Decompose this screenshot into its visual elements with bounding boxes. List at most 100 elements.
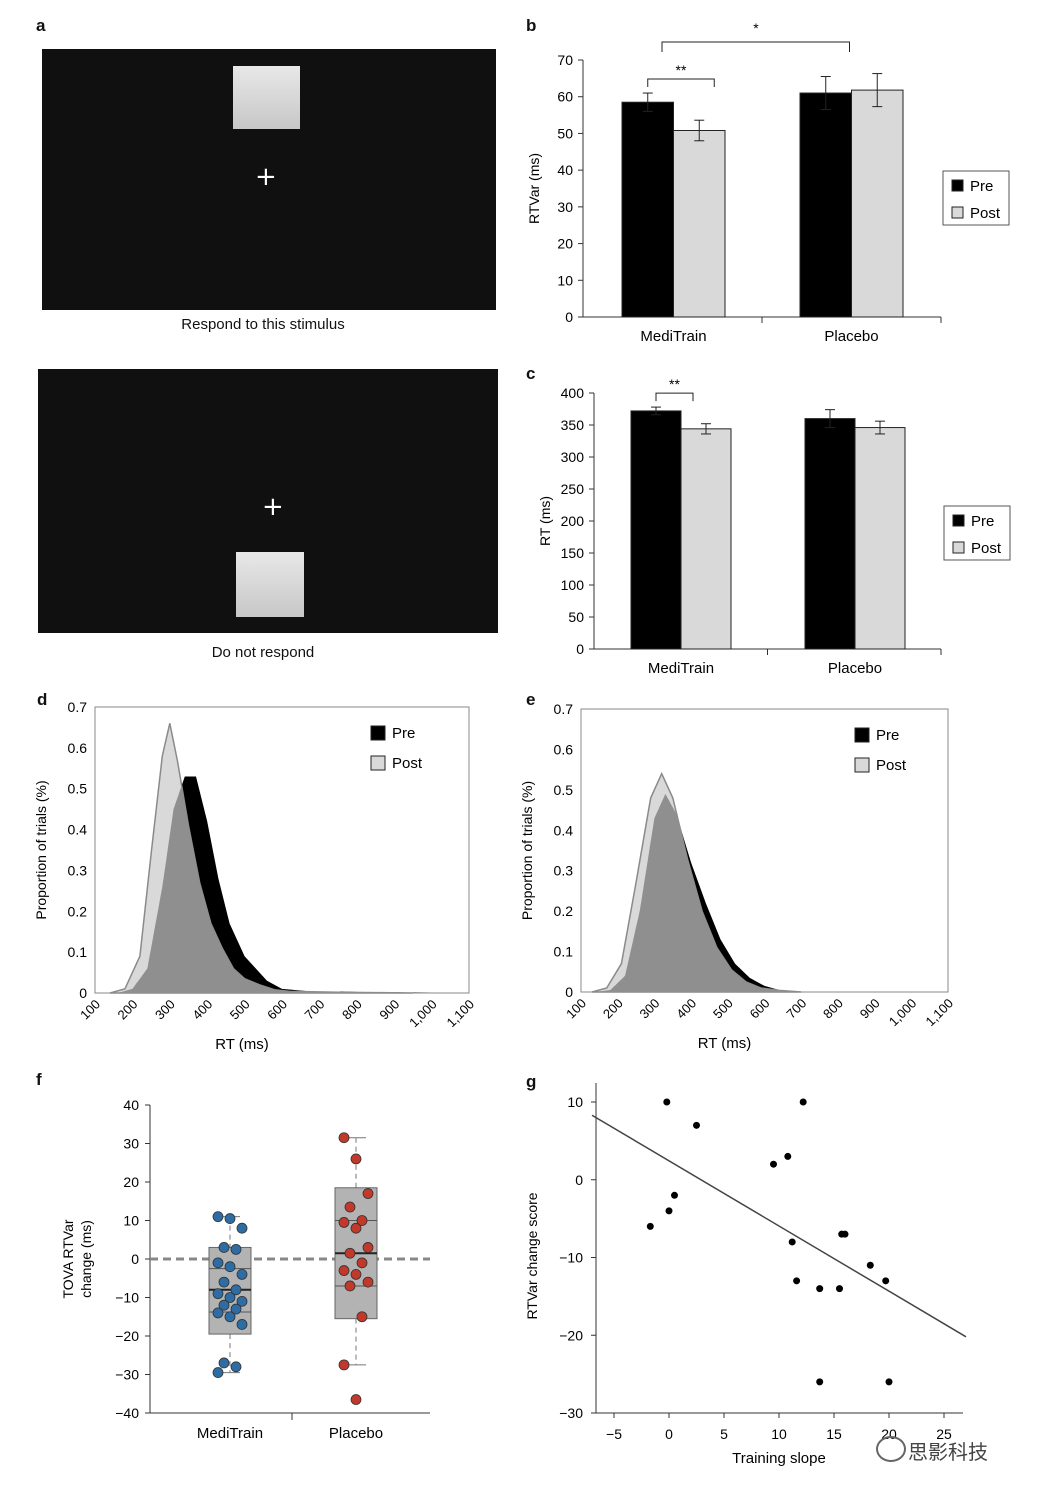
caption-no-respond: Do not respond [211,644,315,661]
y-tick-label: 0.3 [68,862,88,878]
x-axis-label: RT (ms) [215,1036,269,1053]
y-axis-label: TOVA RTVar [60,1219,76,1298]
x-tick-label: Placebo [824,328,878,345]
y-tick-label: −10 [559,1250,583,1266]
y-tick-label: 0.6 [68,740,88,756]
y-axis-label: Proportion of trials (%) [519,781,535,920]
data-point-placebo [350,1222,362,1234]
fixation-cross: + [262,492,284,522]
y-tick-label: 0 [576,641,584,657]
x-tick-label: 300 [637,996,663,1022]
bar-pre [799,92,852,318]
y-tick-label: 0.4 [68,822,88,838]
y-tick-label: −30 [559,1405,583,1421]
x-tick-label: MediTrain [648,660,714,677]
x-axis-label: Training slope [732,1450,826,1467]
x-axis-label: RT (ms) [698,1035,752,1052]
y-tick-label: 0.2 [68,903,88,919]
x-tick-label: 25 [936,1426,952,1442]
bar-post [680,428,732,650]
x-tick-label: 700 [302,997,328,1023]
bar-post [854,427,906,650]
panel-label-b: b [526,16,537,35]
y-tick-label: 70 [557,52,573,68]
y-tick-label: 0.3 [554,863,574,879]
x-tick-label: 300 [152,997,178,1023]
y-tick-label: 0 [575,1172,583,1188]
bar-pre [804,418,856,650]
data-point-placebo [338,1217,350,1228]
data-point-meditrain [212,1367,224,1378]
legend-swatch-pre [951,179,964,192]
data-point-meditrain [230,1284,242,1296]
legend-swatch-pre [854,727,870,743]
data-point-placebo [350,1394,362,1405]
data-point-meditrain [212,1211,224,1223]
y-tick-label: 250 [561,481,585,497]
data-point-placebo [338,1359,350,1371]
data-point [793,1277,801,1285]
x-tick-label: 1,000 [886,996,920,1030]
data-point-meditrain [224,1261,236,1273]
y-tick-label: 0 [565,309,573,325]
x-tick-label: MediTrain [640,328,706,345]
y-tick-label: 40 [123,1097,139,1113]
data-point-placebo [356,1215,368,1226]
data-point-placebo [350,1153,362,1165]
y-tick-label: 10 [567,1094,583,1110]
y-tick-label: 400 [561,385,585,401]
legend-label: Post [971,540,1002,557]
data-point-placebo [362,1188,374,1199]
y-tick-label: 0.7 [68,699,88,715]
panel-label-e: e [526,690,536,709]
watermark-logo: 思影科技 [908,1440,988,1464]
x-tick-label: 200 [600,996,626,1022]
x-tick-label: 10 [771,1426,787,1442]
y-tick-label: 50 [557,125,573,141]
legend-label: Pre [970,178,993,195]
y-tick-label: 10 [557,272,573,288]
data-point-meditrain [224,1311,236,1323]
y-tick-label: −40 [115,1405,139,1421]
data-point-placebo [338,1265,350,1276]
legend-label: Post [876,757,907,774]
data-point [671,1191,678,1199]
bar-pre [630,410,682,650]
data-point [788,1238,796,1246]
bar-post [673,129,726,318]
y-axis-label: RT (ms) [537,496,553,546]
data-point-placebo [344,1201,356,1213]
data-point [646,1222,654,1230]
legend-swatch-post [951,206,964,219]
data-point-meditrain [218,1242,230,1253]
data-point-meditrain [236,1319,248,1330]
x-tick-label: 5 [720,1426,728,1442]
y-tick-label: 50 [568,609,584,625]
stimulus-square-bottom [236,552,304,617]
data-point-placebo [356,1311,368,1323]
data-point-meditrain [218,1276,230,1288]
panel-label-a: a [36,16,46,35]
fixation-cross: + [255,162,277,192]
data-point-placebo [350,1269,362,1280]
data-point-placebo [338,1132,350,1144]
data-point [836,1285,843,1293]
y-tick-label: −20 [559,1327,583,1343]
legend-label: Post [392,755,423,772]
significance-label: * [753,20,759,36]
y-tick-label: 20 [557,236,573,252]
y-tick-label: 100 [561,577,585,593]
data-point [816,1378,824,1386]
stimulus-screen-respond: + [42,49,496,310]
significance-bracket [647,78,715,88]
data-point-meditrain [236,1222,248,1234]
x-tick-label: 600 [747,996,773,1022]
data-point [885,1378,893,1386]
legend-label: Post [970,205,1001,222]
data-point-meditrain [212,1257,224,1269]
data-point-placebo [344,1247,356,1259]
significance-label: ** [669,376,680,392]
y-axis-label: RTVar change score [524,1192,540,1319]
y-tick-label: 350 [561,417,585,433]
y-tick-label: 0.1 [554,944,574,960]
